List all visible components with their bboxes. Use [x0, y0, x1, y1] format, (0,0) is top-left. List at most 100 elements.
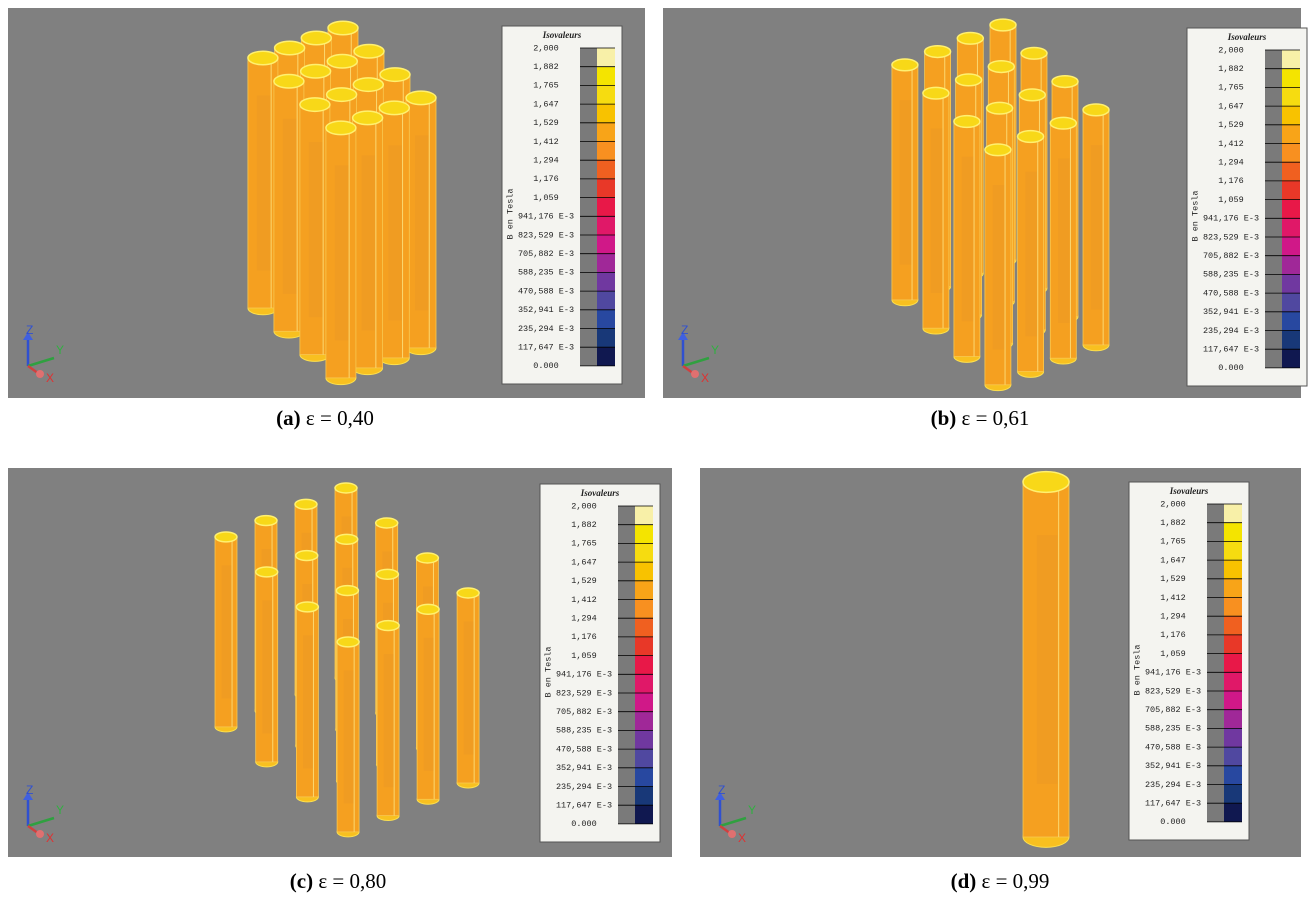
axis-z-head — [678, 332, 688, 340]
legend-swatch — [1224, 616, 1242, 635]
legend-label: 470,588 E-3 — [1145, 742, 1201, 752]
legend: Isovaleurs 2,000 1,882 1,765 1,647 1,529 1,412… — [1186, 27, 1308, 387]
legend-label: 117,647 E-3 — [1203, 344, 1259, 354]
legend-label: 2,000 — [1218, 45, 1244, 55]
legend-label: 705,882 E-3 — [556, 707, 612, 717]
legend-swatch — [1224, 653, 1242, 673]
legend-swatch — [597, 104, 615, 123]
caption-text: ε = 0,99 — [982, 869, 1050, 893]
cylinder-top — [985, 101, 1014, 115]
axis-y-label: Y — [748, 803, 756, 817]
legend-label: 705,882 E-3 — [518, 249, 574, 259]
caption-label: (d) — [951, 869, 977, 893]
legend-swatch — [1224, 765, 1242, 785]
legend-swatch — [635, 805, 653, 824]
legend-swatch — [597, 178, 615, 198]
legend-swatch — [1282, 274, 1300, 294]
legend-label: 117,647 E-3 — [1145, 798, 1201, 808]
cylinder-top — [1082, 103, 1110, 117]
legend-label: 352,941 E-3 — [1203, 307, 1259, 317]
legend-label: 705,882 E-3 — [1145, 705, 1201, 715]
cylinder-top — [415, 552, 440, 564]
cylinder-shade — [262, 600, 273, 734]
legend-label: 705,882 E-3 — [1203, 251, 1259, 261]
legend-label: 1,412 — [571, 595, 597, 605]
cylinder-shade — [303, 635, 313, 769]
legend-swatch — [1224, 560, 1242, 579]
legend-label: 1,765 — [1160, 537, 1186, 547]
legend-label: 823,529 E-3 — [1145, 686, 1201, 696]
cylinder-top — [300, 30, 333, 46]
axis-z-head — [23, 792, 33, 800]
legend-label: 1,294 — [1160, 611, 1186, 621]
legend-label: 588,235 E-3 — [556, 726, 612, 736]
legend-swatch — [597, 141, 615, 161]
cylinder-top — [351, 110, 384, 126]
legend-label: 235,294 E-3 — [1203, 326, 1259, 336]
axis-z-head — [23, 332, 33, 340]
legend-swatch — [1224, 784, 1242, 804]
legend-label: 352,941 E-3 — [518, 305, 574, 315]
cylinder-shade — [221, 565, 232, 699]
cylinder-top — [1020, 46, 1048, 60]
legend-label: 470,588 E-3 — [518, 286, 574, 296]
caption-text: ε = 0,40 — [306, 406, 374, 430]
legend-label: 941,176 E-3 — [518, 212, 574, 222]
legend-swatch — [597, 309, 615, 329]
legend-swatch — [1224, 597, 1242, 617]
legend-swatch — [635, 543, 653, 563]
legend-label: 117,647 E-3 — [518, 342, 574, 352]
cylinder-top — [376, 619, 400, 632]
legend-label: 470,588 E-3 — [556, 744, 612, 754]
legend-label: 352,941 E-3 — [1145, 761, 1201, 771]
caption: (b) ε = 0,61 — [931, 406, 1030, 430]
cylinder-top — [1016, 129, 1045, 144]
legend-label: 1,647 — [571, 557, 597, 567]
cylinder-top — [353, 43, 385, 59]
axis-y — [27, 356, 55, 368]
cylinder-top — [984, 143, 1012, 157]
cylinder-shade — [282, 118, 297, 294]
legend-label: 1,882 — [1218, 64, 1244, 74]
legend-swatch — [635, 562, 653, 581]
cylinder-top — [956, 31, 985, 45]
legend-label: 941,176 E-3 — [1203, 214, 1259, 224]
cylinder-top — [987, 60, 1016, 74]
cylinder-shade — [961, 156, 974, 322]
legend-label: 588,235 E-3 — [1145, 724, 1201, 734]
cylinder-top — [335, 584, 360, 597]
legend-swatch — [1282, 218, 1300, 237]
legend-swatch — [1224, 747, 1242, 766]
cylinder-top — [327, 20, 359, 36]
cylinder-top — [334, 533, 359, 545]
legend-swatch — [597, 85, 615, 105]
cylinder-top — [405, 90, 437, 106]
cylinder-top — [326, 53, 359, 69]
legend-label: 2,000 — [1160, 499, 1186, 509]
legend-label: 588,235 E-3 — [518, 268, 574, 278]
cylinder-top — [416, 603, 440, 615]
legend-swatch — [1282, 143, 1300, 163]
legend-swatch — [1224, 522, 1242, 542]
legend-swatch — [635, 749, 653, 768]
cylinder-top — [247, 50, 279, 66]
axis-triad: Z YX — [715, 783, 756, 845]
panel: Isovaleurs 2,000 1,882 1,765 1,647 1,529 1,412… — [663, 8, 1308, 398]
cylinder-top — [923, 45, 952, 59]
legend-title: Isovaleurs — [1169, 486, 1209, 496]
legend: Isovaleurs 2,000 1,882 1,765 1,647 1,529 1,412… — [501, 25, 623, 385]
legend-swatch — [1282, 349, 1300, 368]
axis-x-head — [36, 370, 44, 378]
legend-swatch — [1282, 237, 1300, 256]
axis-x-label: X — [46, 371, 54, 385]
legend-label: 1,529 — [533, 118, 559, 128]
caption-label: (c) — [290, 869, 313, 893]
cylinder-shade — [1025, 171, 1038, 337]
axis-triad: Z YX — [23, 783, 64, 845]
cylinder-shade — [899, 100, 912, 265]
cylinder-shade — [1058, 158, 1070, 323]
panel: Isovaleurs 2,000 1,882 1,765 1,647 1,529 1,412… — [700, 468, 1301, 857]
legend-label: 1,294 — [571, 613, 597, 623]
legend-label: 1,882 — [571, 520, 597, 530]
legend-title: Isovaleurs — [1227, 32, 1267, 42]
